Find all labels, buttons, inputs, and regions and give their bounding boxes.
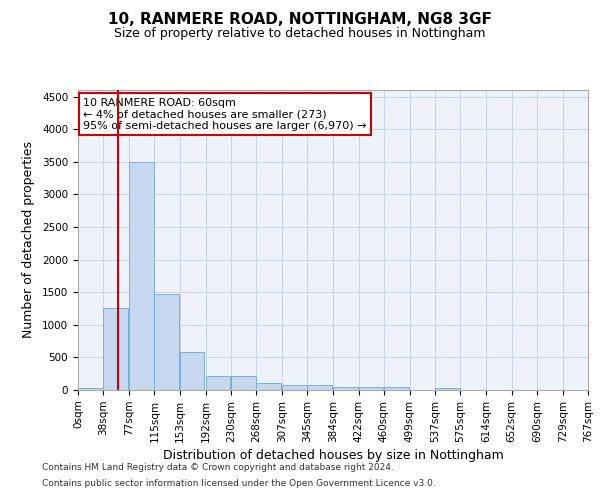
- Bar: [384, 387, 409, 390]
- Bar: [334, 386, 358, 390]
- Y-axis label: Number of detached properties: Number of detached properties: [22, 142, 35, 338]
- Text: 10 RANMERE ROAD: 60sqm
← 4% of detached houses are smaller (273)
95% of semi-det: 10 RANMERE ROAD: 60sqm ← 4% of detached …: [83, 98, 367, 130]
- Bar: [435, 388, 460, 390]
- Text: Contains public sector information licensed under the Open Government Licence v3: Contains public sector information licen…: [42, 478, 436, 488]
- Text: Contains HM Land Registry data © Crown copyright and database right 2024.: Contains HM Land Registry data © Crown c…: [42, 464, 394, 472]
- Bar: [231, 376, 256, 390]
- Bar: [103, 308, 128, 390]
- Bar: [282, 385, 307, 390]
- Bar: [180, 352, 205, 390]
- Bar: [154, 294, 179, 390]
- Bar: [129, 162, 154, 390]
- Bar: [256, 383, 281, 390]
- X-axis label: Distribution of detached houses by size in Nottingham: Distribution of detached houses by size …: [163, 449, 503, 462]
- Bar: [206, 376, 230, 390]
- Text: Size of property relative to detached houses in Nottingham: Size of property relative to detached ho…: [114, 28, 486, 40]
- Bar: [359, 386, 383, 390]
- Text: 10, RANMERE ROAD, NOTTINGHAM, NG8 3GF: 10, RANMERE ROAD, NOTTINGHAM, NG8 3GF: [108, 12, 492, 28]
- Bar: [78, 388, 103, 390]
- Bar: [307, 385, 332, 390]
